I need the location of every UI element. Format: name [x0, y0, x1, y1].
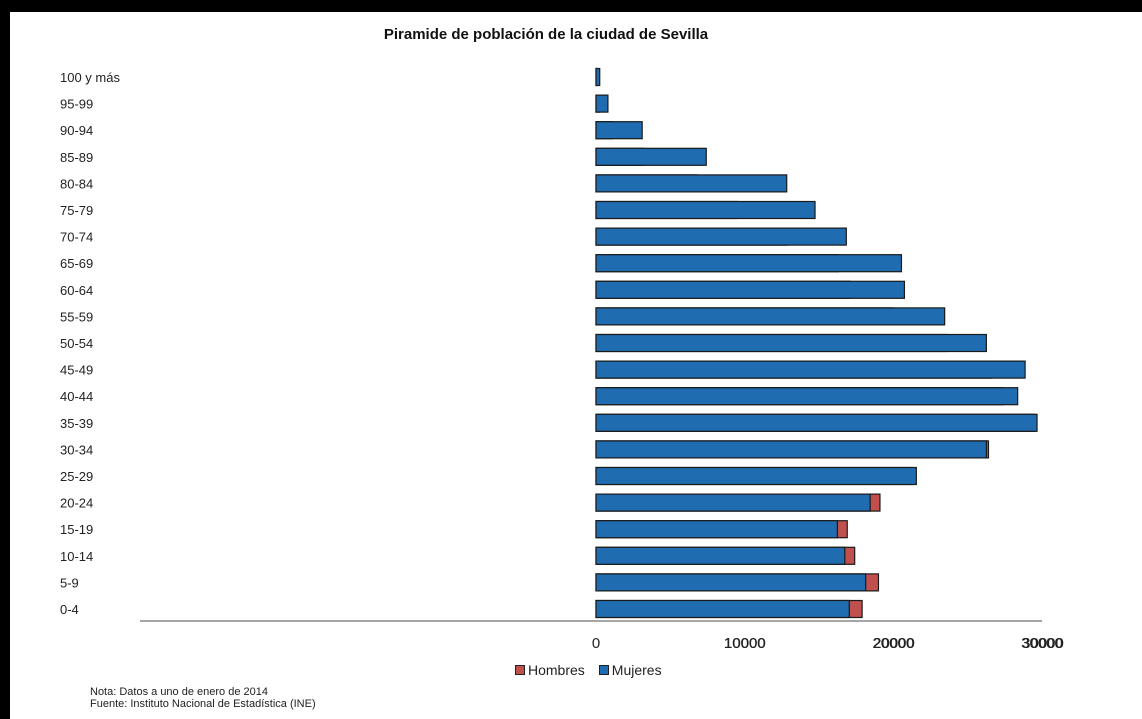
- bar-mujeres: [595, 413, 1038, 432]
- source-text: Fuente: Instituto Nacional de Estadístic…: [90, 698, 316, 710]
- bar-mujeres: [595, 493, 871, 512]
- bar-mujeres: [595, 333, 987, 353]
- category-label: 10-14: [60, 549, 93, 564]
- bar-mujeres: [595, 200, 816, 220]
- x-tick-label: 30000: [1022, 635, 1064, 652]
- bar-mujeres: [595, 466, 917, 486]
- bar-mujeres: [595, 546, 846, 565]
- category-label: 85-89: [60, 150, 93, 165]
- category-label: 5-9: [60, 575, 79, 590]
- bar-mujeres: [595, 599, 850, 619]
- bar-mujeres: [595, 573, 867, 592]
- category-label: 80-84: [60, 176, 93, 191]
- note-text: Nota: Datos a uno de enero de 2014: [90, 686, 268, 698]
- category-label: 40-44: [60, 389, 93, 404]
- x-tick-label: 0: [592, 635, 600, 652]
- category-label: 95-99: [60, 97, 93, 112]
- bar-mujeres: [595, 67, 601, 87]
- bar-mujeres: [595, 360, 1026, 379]
- category-label: 35-39: [60, 416, 93, 431]
- x-tick-label: 10000: [724, 635, 766, 652]
- x-tick-label: 10000: [724, 635, 766, 652]
- category-label: 100 y más: [60, 70, 120, 85]
- x-tick-label: 20000: [873, 635, 915, 652]
- category-label: 20-24: [60, 496, 93, 511]
- category-label: 25-29: [60, 469, 93, 484]
- category-label: 75-79: [60, 203, 93, 218]
- category-label: 50-54: [60, 336, 93, 351]
- legend-label-hombres: Hombres: [528, 662, 585, 678]
- category-label: 60-64: [60, 283, 93, 298]
- bar-mujeres: [595, 280, 906, 299]
- chart-title: Piramide de población de la ciudad de Se…: [383, 26, 709, 43]
- bar-mujeres: [595, 227, 847, 246]
- chart-legend: Hombres Mujeres: [515, 662, 662, 678]
- bar-mujeres: [595, 174, 788, 193]
- bar-mujeres: [595, 94, 609, 113]
- x-tick-label: 30000: [1021, 635, 1063, 652]
- bar-mujeres: [595, 254, 903, 273]
- population-pyramid-chart: 100 y más 95-99 90-94 85-89 80-84 75-79 70-74 6…: [60, 67, 1064, 652]
- category-label: 65-69: [60, 256, 93, 271]
- category-label: 90-94: [60, 123, 93, 138]
- legend-item-mujeres: Mujeres: [598, 662, 662, 678]
- bar-mujeres: [595, 440, 987, 459]
- bar-mujeres: [595, 387, 1019, 406]
- bar-mujeres: [595, 121, 643, 140]
- category-label: 55-59: [60, 309, 93, 324]
- bar-mujeres: [595, 147, 707, 166]
- bar-mujeres: [595, 307, 946, 326]
- x-tick-label: 20000: [872, 635, 914, 652]
- bar-mujeres: [595, 520, 838, 539]
- category-label: 15-19: [60, 522, 93, 537]
- chart-frame: Piramide de población de la ciudad de Se…: [10, 12, 1142, 719]
- category-label: 30-34: [60, 442, 93, 457]
- legend-swatch-mujeres: [598, 665, 609, 675]
- category-label: 45-49: [60, 363, 93, 378]
- legend-label-mujeres: Mujeres: [611, 662, 662, 678]
- category-label: 70-74: [60, 230, 93, 245]
- legend-swatch-hombres: [515, 665, 525, 675]
- category-label: 0-4: [60, 602, 79, 617]
- legend-item-hombres: Hombres: [515, 662, 585, 678]
